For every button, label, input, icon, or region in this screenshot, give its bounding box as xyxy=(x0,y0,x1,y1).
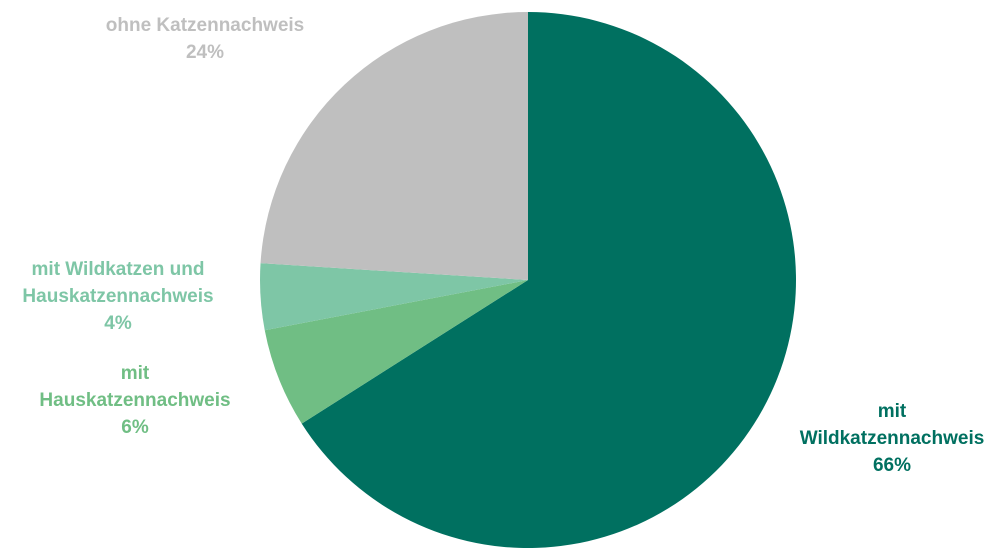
label-wildkatzennachweis-line1: mit xyxy=(877,401,907,422)
label-hauskatzennachweis: mit Hauskatzennachweis 6% xyxy=(20,360,250,441)
label-hauskatzennachweis-line1: mit xyxy=(120,363,150,384)
label-ohne-katzennachweis: ohne Katzennachweis 24% xyxy=(80,12,330,66)
pie-slice-ohne-katzennachweis xyxy=(260,12,528,280)
label-wild-und-hauskatzennachweis: mit Wildkatzen und Hauskatzennachweis 4% xyxy=(4,256,232,337)
pie-slice-wild-und-hauskatzennachweis xyxy=(260,263,528,331)
label-ohne-katzennachweis-percent: 24% xyxy=(185,42,225,63)
label-hauskatzennachweis-line2: Hauskatzennachweis xyxy=(39,390,231,411)
label-wild-und-hauskatzennachweis-line1: mit Wildkatzen und xyxy=(31,259,205,280)
pie-slice-hauskatzennachweis xyxy=(264,280,528,424)
label-wildkatzennachweis-percent: 66% xyxy=(872,455,912,476)
label-wildkatzennachweis-line2: Wildkatzennachweis xyxy=(799,428,985,449)
label-wild-und-hauskatzennachweis-line2: Hauskatzennachweis xyxy=(22,286,214,307)
pie-slice-wildkatzennachweis xyxy=(301,12,797,548)
label-ohne-katzennachweis-line1: ohne Katzennachweis xyxy=(105,15,305,36)
label-wildkatzennachweis: mit Wildkatzennachweis 66% xyxy=(782,398,1002,479)
label-wild-und-hauskatzennachweis-percent: 4% xyxy=(104,313,132,334)
label-hauskatzennachweis-percent: 6% xyxy=(121,417,149,438)
